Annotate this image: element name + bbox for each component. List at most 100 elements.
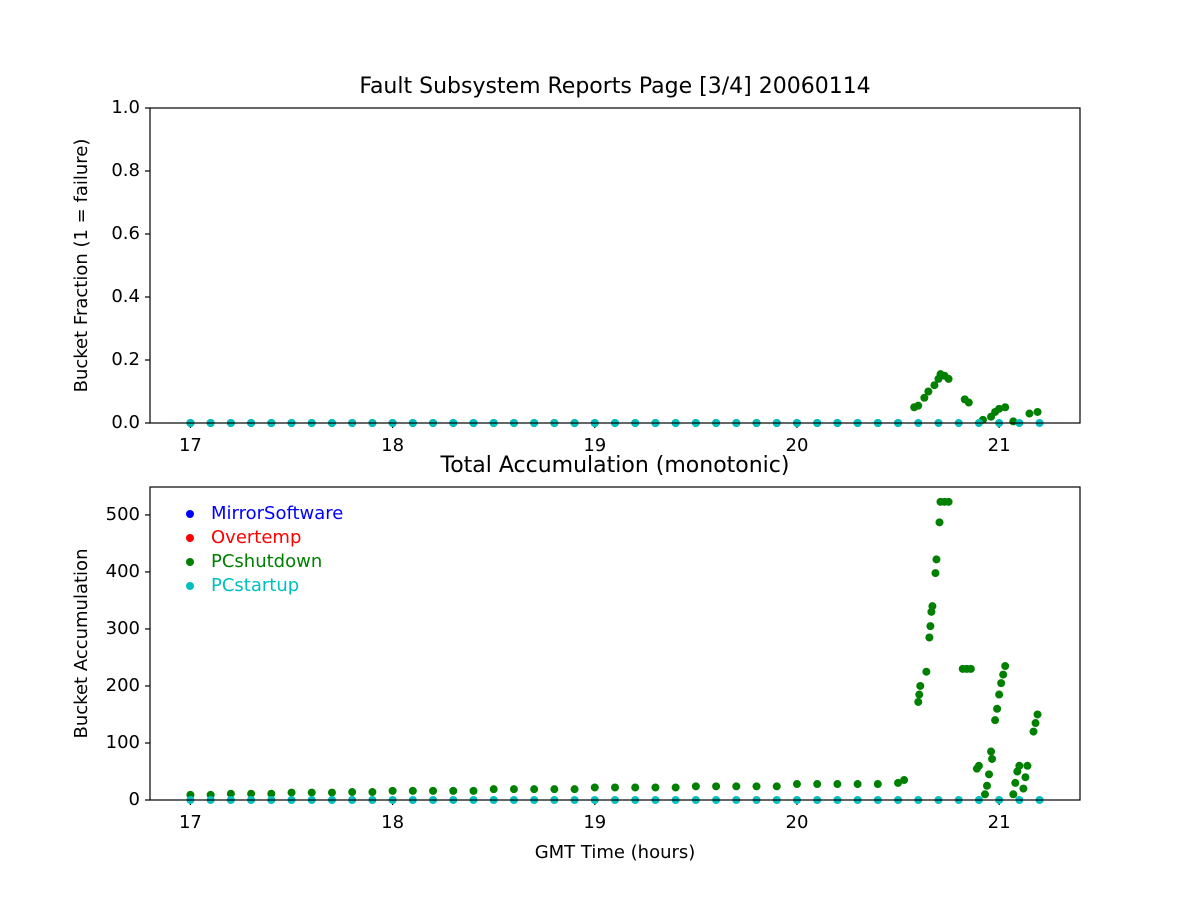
x-tick-label: 20 — [786, 435, 809, 456]
legend-label: MirrorSoftware — [211, 503, 343, 524]
x-tick-label: 17 — [179, 812, 202, 833]
data-point — [550, 785, 559, 794]
x-axis-label: GMT Time (hours) — [535, 842, 696, 863]
y-axis-label: Bucket Fraction (1 = failure) — [71, 139, 92, 393]
data-point — [944, 497, 953, 506]
data-point — [1011, 778, 1020, 787]
data-point — [926, 622, 935, 631]
data-point — [928, 602, 937, 611]
data-point — [226, 789, 235, 798]
data-point — [964, 398, 973, 407]
data-point — [348, 788, 357, 797]
data-point — [631, 783, 640, 792]
x-tick-label: 19 — [583, 435, 606, 456]
data-point — [712, 782, 721, 791]
y-tick-label: 500 — [106, 504, 140, 525]
data-point — [1025, 409, 1034, 418]
data-point — [287, 788, 296, 797]
y-tick-label: 0.6 — [111, 223, 140, 244]
data-point — [853, 780, 862, 789]
data-point — [792, 780, 801, 789]
data-point — [1023, 761, 1032, 770]
y-tick-label: 100 — [106, 732, 140, 753]
plot-frame — [149, 486, 1081, 801]
data-point — [980, 790, 989, 799]
data-point — [1029, 727, 1038, 736]
data-point — [932, 555, 941, 564]
data-point — [999, 670, 1008, 679]
data-point — [368, 788, 377, 797]
y-tick-label: 0.0 — [111, 412, 140, 433]
data-point — [469, 786, 478, 795]
data-point — [327, 788, 336, 797]
data-point — [671, 783, 680, 792]
data-point — [429, 786, 438, 795]
y-tick-label: 0.2 — [111, 349, 140, 370]
legend-marker — [186, 510, 194, 518]
data-point — [993, 704, 1002, 713]
data-point — [651, 783, 660, 792]
data-point — [916, 681, 925, 690]
chart-title: Fault Subsystem Reports Page [3/4] 20060… — [359, 74, 870, 99]
data-point — [307, 788, 316, 797]
data-point — [590, 783, 599, 792]
data-point — [914, 697, 923, 706]
data-point — [873, 780, 882, 789]
legend-marker — [186, 582, 194, 590]
data-point — [944, 374, 953, 383]
data-point — [966, 664, 975, 673]
data-point — [509, 785, 518, 794]
data-point — [1033, 407, 1042, 416]
y-tick-label: 0.8 — [111, 160, 140, 181]
data-point — [900, 776, 909, 785]
data-point — [915, 690, 924, 699]
data-point — [570, 785, 579, 794]
data-point — [1021, 773, 1030, 782]
data-point — [732, 782, 741, 791]
y-tick-label: 1.0 — [111, 97, 140, 118]
x-tick-label: 20 — [786, 812, 809, 833]
data-point — [267, 789, 276, 798]
data-point — [772, 782, 781, 791]
legend-label: PCshutdown — [211, 551, 322, 572]
data-point — [1033, 710, 1042, 719]
data-point — [449, 786, 458, 795]
x-tick-label: 18 — [381, 435, 404, 456]
data-point — [894, 778, 903, 787]
data-point — [995, 690, 1004, 699]
y-tick-label: 400 — [106, 561, 140, 582]
data-point — [388, 786, 397, 795]
data-point — [813, 780, 822, 789]
data-point — [930, 381, 939, 390]
data-point — [833, 780, 842, 789]
plot-frame — [149, 107, 1081, 424]
y-axis-label: Bucket Accumulation — [71, 549, 92, 739]
x-tick-label: 21 — [988, 435, 1011, 456]
legend-label: PCstartup — [211, 575, 299, 596]
y-tick-label: 200 — [106, 675, 140, 696]
data-point — [991, 716, 1000, 725]
legend-label: Overtemp — [211, 527, 301, 548]
data-point — [925, 633, 934, 642]
data-point — [752, 782, 761, 791]
data-point — [611, 783, 619, 792]
data-point — [995, 404, 1004, 413]
y-tick-label: 0.4 — [111, 286, 140, 307]
data-point — [974, 761, 983, 770]
x-tick-label: 17 — [179, 435, 202, 456]
data-point — [931, 569, 940, 578]
data-point — [1001, 662, 1010, 671]
x-tick-label: 21 — [988, 812, 1011, 833]
x-tick-label: 19 — [583, 812, 606, 833]
data-point — [408, 786, 417, 795]
x-tick-label: 18 — [381, 812, 404, 833]
data-point — [920, 393, 929, 402]
data-point — [935, 518, 944, 527]
data-point — [985, 770, 994, 779]
data-point — [691, 782, 700, 791]
legend-marker — [186, 558, 194, 566]
legend-marker — [186, 534, 194, 542]
y-tick-label: 0 — [129, 789, 140, 810]
